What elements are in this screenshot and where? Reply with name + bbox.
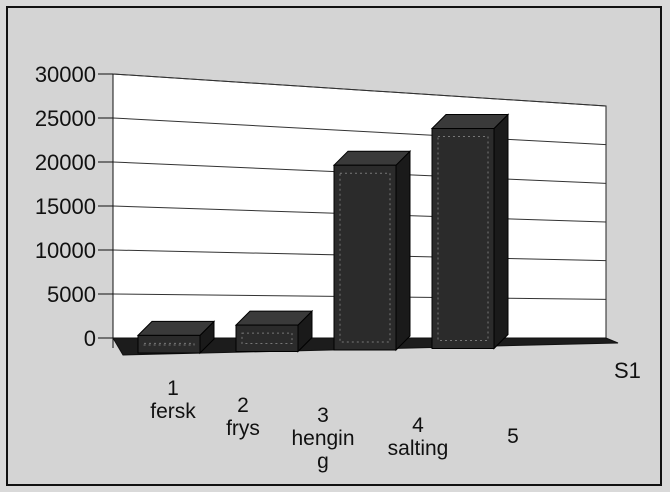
- y-tick-label: 5000: [47, 282, 96, 307]
- gridline: [112, 73, 607, 107]
- bar: [137, 334, 201, 354]
- x-category-line: salting: [388, 437, 449, 460]
- bars: [136, 113, 510, 355]
- bar-top: [136, 320, 216, 336]
- chart-frame: 0 5000 10000 15000 20000 25000 30000 1 fersk 2 fr…: [6, 6, 662, 486]
- x-category-line: fersk: [150, 400, 196, 423]
- x-category-line: 4: [412, 414, 424, 437]
- series-label: S1: [614, 358, 641, 383]
- bar-top: [234, 310, 314, 326]
- x-category-label: 3 hengin g: [291, 404, 354, 473]
- x-category-line: hengin: [291, 427, 354, 450]
- bar-texture: [241, 332, 293, 345]
- y-axis-ticks: 0 5000 10000 15000 20000 25000 30000: [35, 62, 114, 351]
- bar: [431, 128, 495, 349]
- x-category-line: 2: [237, 394, 249, 417]
- bar: [235, 324, 299, 353]
- x-category-line: 5: [507, 425, 519, 448]
- x-category-label: 1 fersk: [150, 377, 196, 423]
- bar-chart-3d: 0 5000 10000 15000 20000 25000 30000 1 fersk 2 fr…: [35, 62, 641, 473]
- x-category-label: 4 salting: [388, 414, 449, 460]
- bar-texture: [339, 172, 391, 343]
- x-category-label: 2 frys: [226, 394, 260, 440]
- x-category-line: 1: [167, 377, 179, 400]
- x-category-line: 3: [317, 404, 329, 427]
- y-tick-label: 15000: [35, 194, 96, 219]
- bar: [333, 164, 397, 351]
- y-tick-label: 30000: [35, 62, 96, 87]
- x-category-label: 5: [507, 425, 519, 448]
- bar-top: [430, 114, 510, 129]
- y-tick-label: 10000: [35, 238, 96, 263]
- bar-side: [493, 113, 509, 350]
- bar-texture: [143, 342, 195, 346]
- y-tick-label: 20000: [35, 150, 96, 175]
- x-category-line: frys: [226, 417, 260, 440]
- bar-top: [332, 150, 412, 166]
- bar-side: [395, 149, 411, 352]
- bar-texture: [437, 136, 489, 341]
- x-axis-categories: 1 fersk 2 frys 3 hengin g 4 salting 5: [150, 377, 519, 473]
- y-tick-label: 0: [84, 326, 96, 351]
- y-tick-label: 25000: [35, 106, 96, 131]
- x-category-line: g: [317, 450, 329, 473]
- gridline: [112, 117, 607, 146]
